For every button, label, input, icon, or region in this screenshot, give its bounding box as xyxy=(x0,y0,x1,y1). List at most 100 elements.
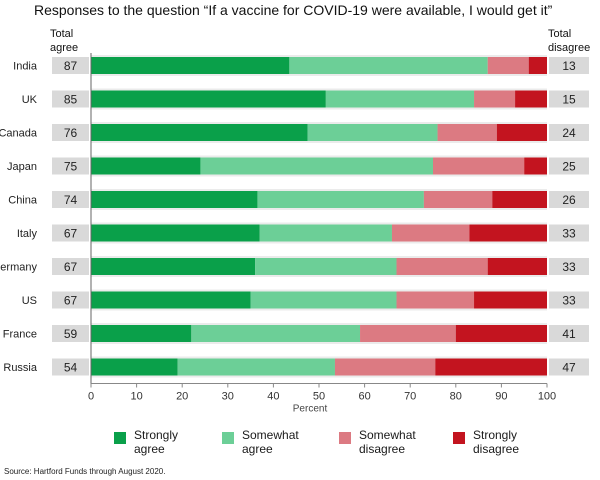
x-tick-label: 40 xyxy=(267,391,279,403)
category-label: Russia xyxy=(3,362,38,374)
bar-segment xyxy=(334,358,436,376)
x-tick-label: 80 xyxy=(450,391,462,403)
bar-segment xyxy=(91,224,260,242)
bar-segment xyxy=(91,325,192,342)
x-tick-label: 50 xyxy=(313,391,325,403)
total-agree-value: 85 xyxy=(64,93,78,107)
bar-segment xyxy=(474,90,516,108)
legend-swatch xyxy=(222,432,234,444)
legend-swatch xyxy=(453,432,465,444)
bar-segment xyxy=(325,90,475,108)
x-tick-label: 70 xyxy=(404,391,416,403)
total-agree-box xyxy=(52,224,89,242)
total-disagree-box xyxy=(549,224,589,242)
total-disagree-value: 41 xyxy=(562,327,576,341)
legend-label-line: agree xyxy=(134,442,165,456)
total-agree-value: 67 xyxy=(64,294,78,308)
total-disagree-box xyxy=(549,90,589,108)
total-agree-value: 67 xyxy=(64,260,78,274)
bar-segment xyxy=(433,157,525,175)
x-tick-label: 100 xyxy=(538,391,556,403)
category-label: US xyxy=(22,295,37,307)
bar-segment xyxy=(515,90,547,108)
total-agree-box xyxy=(52,291,89,309)
bar-segment xyxy=(91,90,326,108)
total-agree-box xyxy=(52,358,89,376)
total-disagree-box xyxy=(549,358,589,376)
category-label: Germany xyxy=(0,262,37,274)
bar-segment xyxy=(474,291,547,309)
left-header-line: Total xyxy=(50,28,73,40)
right-header-line: Total xyxy=(548,28,571,40)
total-agree-value: 75 xyxy=(64,160,78,174)
bar-segment xyxy=(360,325,456,342)
total-agree-box xyxy=(52,124,89,141)
x-tick-label: 20 xyxy=(176,391,188,403)
total-disagree-value: 33 xyxy=(562,227,576,241)
bar-segment xyxy=(487,258,547,275)
bar-segment xyxy=(437,124,497,141)
x-tick-label: 0 xyxy=(88,391,94,403)
total-agree-value: 74 xyxy=(64,193,78,207)
bar-segment xyxy=(391,224,470,242)
total-disagree-box xyxy=(549,157,589,175)
total-disagree-box xyxy=(549,291,589,309)
category-label: Italy xyxy=(17,228,38,240)
category-label: France xyxy=(3,329,37,341)
bar-segment xyxy=(177,358,335,376)
bar-segment xyxy=(91,191,258,208)
bar-segment xyxy=(469,224,547,242)
total-agree-box xyxy=(52,191,89,208)
bar-segment xyxy=(259,224,392,242)
bar-segment xyxy=(396,258,488,275)
total-disagree-value: 26 xyxy=(562,193,576,207)
bar-segment xyxy=(191,325,361,342)
total-agree-value: 54 xyxy=(64,361,78,375)
bar-segment xyxy=(455,325,547,342)
bar-segment xyxy=(91,291,251,309)
legend-label-line: Strongly xyxy=(473,428,518,442)
bar-segment xyxy=(524,157,547,175)
legend-label-line: Strongly xyxy=(134,428,179,442)
x-tick-label: 30 xyxy=(222,391,234,403)
bar-segment xyxy=(487,57,529,74)
legend-item-strongly-disagree: Strongly disagree xyxy=(453,428,533,456)
total-disagree-value: 15 xyxy=(562,93,576,107)
category-label: India xyxy=(13,61,38,73)
x-axis-label: Percent xyxy=(293,404,328,415)
legend-item-somewhat-disagree: Somewhat disagree xyxy=(339,428,419,456)
bar-segment xyxy=(492,191,547,208)
bar-segment xyxy=(435,358,547,376)
total-disagree-box xyxy=(549,191,589,208)
category-label: UK xyxy=(22,94,38,106)
legend-label-line: Somewhat xyxy=(242,428,299,442)
bar-segment xyxy=(289,57,488,74)
legend-swatch xyxy=(114,432,126,444)
total-disagree-value: 47 xyxy=(562,361,576,375)
left-header-line: agree xyxy=(50,42,78,54)
legend-label-line: disagree xyxy=(359,442,406,456)
total-disagree-value: 33 xyxy=(562,260,576,274)
bar-segment xyxy=(255,258,397,275)
x-tick-label: 10 xyxy=(130,391,142,403)
legend-label-line: agree xyxy=(242,442,273,456)
total-disagree-value: 13 xyxy=(562,59,576,73)
total-agree-box xyxy=(52,57,89,74)
bar-segment xyxy=(91,157,201,175)
category-label: Japan xyxy=(7,161,37,173)
total-disagree-value: 33 xyxy=(562,294,576,308)
total-disagree-box xyxy=(549,325,589,342)
x-tick-label: 90 xyxy=(495,391,507,403)
bar-segment xyxy=(528,57,547,74)
total-agree-box xyxy=(52,90,89,108)
legend-swatch xyxy=(339,432,351,444)
total-agree-box xyxy=(52,157,89,175)
bar-segment xyxy=(250,291,397,309)
legend-label-line: Somewhat xyxy=(359,428,416,442)
stacked-bar-chart: Total agree Total disagree India 87 13 UK 85 15 C… xyxy=(0,28,590,415)
total-agree-value: 87 xyxy=(64,59,78,73)
total-agree-value: 76 xyxy=(64,126,78,140)
bar-segment xyxy=(396,291,475,309)
total-disagree-value: 24 xyxy=(562,126,576,140)
total-agree-value: 59 xyxy=(64,327,78,341)
